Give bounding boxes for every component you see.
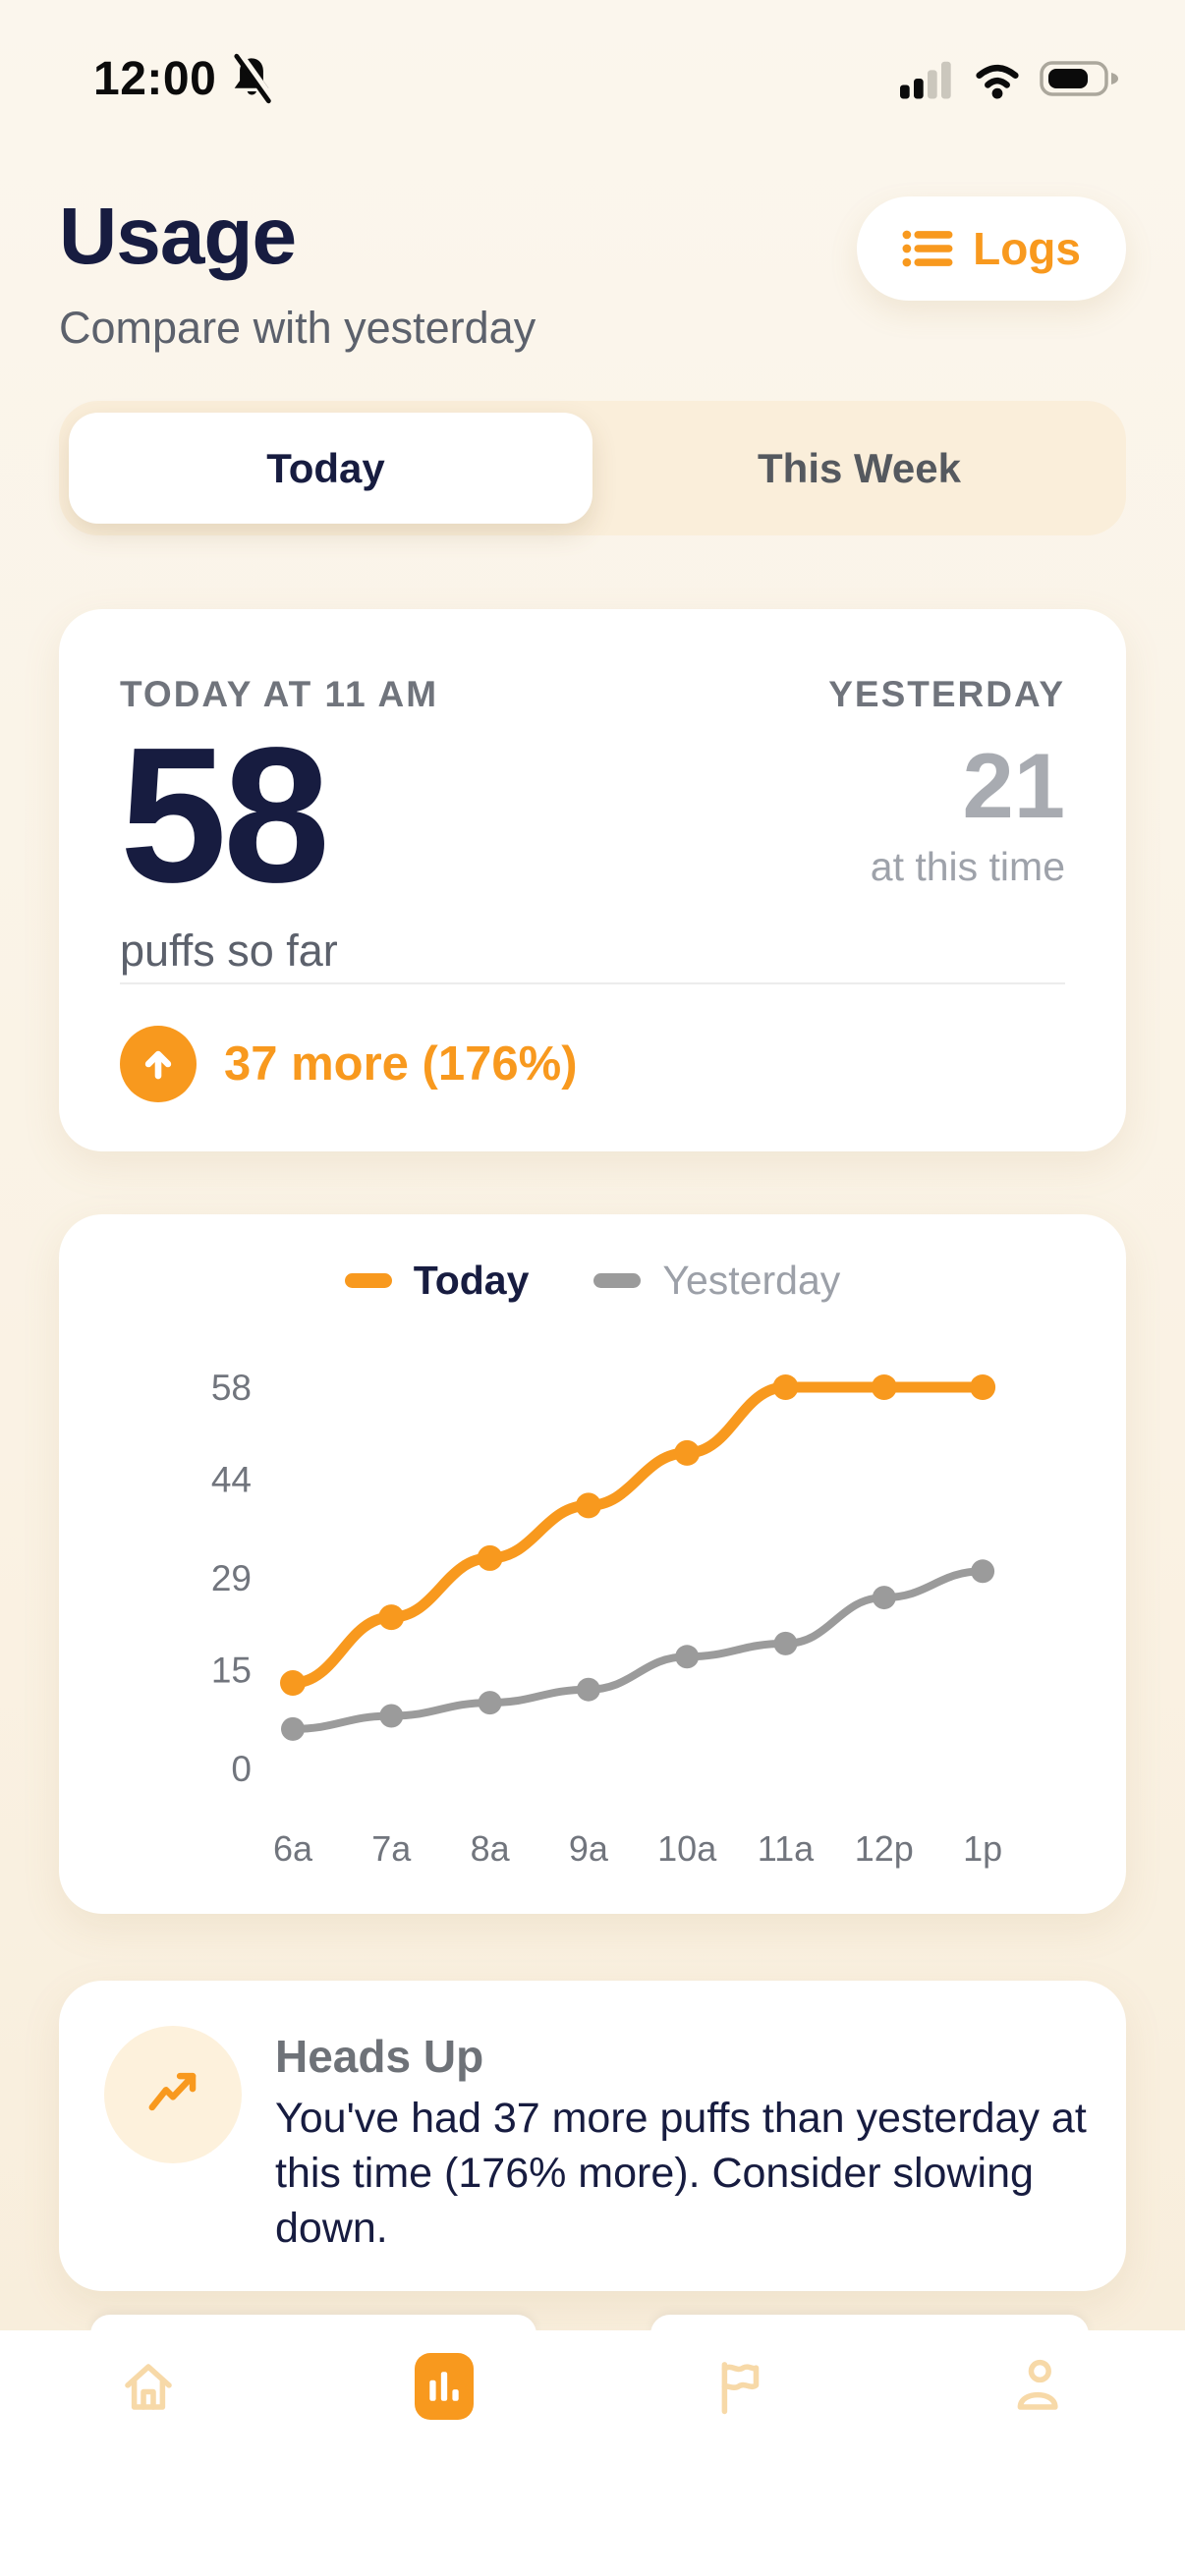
delta-text: 37 more (176%) (224, 1037, 578, 1091)
peek-card-left (90, 2315, 536, 2334)
today-puff-count: 58 (120, 707, 330, 923)
svg-text:7a: 7a (371, 1828, 412, 1869)
usage-chart-svg: 0 15 29 44 58 6a 7a 8a 9a 10a 11a 12p 1p (211, 1368, 1002, 1869)
yesterday-stat-caption: at this time (870, 843, 1065, 889)
svg-text:10a: 10a (657, 1828, 717, 1869)
active-tab-pill (69, 413, 592, 524)
svg-text:0: 0 (231, 1749, 252, 1789)
svg-text:6a: 6a (273, 1828, 313, 1869)
tab-this-week[interactable]: This Week (758, 444, 961, 491)
comparison-card: TODAY AT 11 AM 58 puffs so far YESTERDAY… (59, 609, 1126, 1151)
legend-dash (344, 1273, 392, 1288)
legend-dash (593, 1273, 642, 1288)
chart-card: Today Yesterday 0 15 29 44 58 6a 7a 8a 9a 10a 11a 12… (59, 1214, 1126, 1914)
today-stat: TODAY AT 11 AM 58 puffs so far (120, 674, 438, 977)
cellular-signal-icon (900, 61, 951, 99)
insight-icon-circle (104, 2026, 242, 2163)
notifications-off-icon (234, 53, 276, 104)
legend-item-yesterday: Yesterday (593, 1258, 840, 1304)
battery-icon (1040, 61, 1118, 96)
page-subtitle: Compare with yesterday (59, 303, 536, 353)
nav-item-home[interactable] (0, 2330, 297, 2576)
delta-circle (120, 1026, 197, 1102)
delta-row: 37 more (176%) (120, 1026, 578, 1102)
trending-up-icon (148, 2072, 197, 2111)
nav-active-indicator (415, 2353, 475, 2420)
person-icon (1017, 2359, 1058, 2410)
logs-button-label: Logs (973, 223, 1081, 274)
svg-text:11a: 11a (758, 1828, 815, 1869)
yesterday-stat: YESTERDAY 21 at this time (828, 674, 1065, 890)
legend-item-today: Today (344, 1258, 529, 1304)
bottom-nav (0, 2330, 1185, 2576)
insight-title: Heads Up (275, 2031, 484, 2082)
home-icon (124, 2364, 172, 2410)
status-right-icons (900, 55, 1130, 102)
insight-card: Heads Up You've had 37 more puffs than y… (59, 1981, 1126, 2291)
tab-today[interactable]: Today (266, 444, 385, 491)
svg-text:1p: 1p (963, 1828, 1002, 1869)
nav-item-profile[interactable] (889, 2330, 1185, 2576)
nav-item-goals[interactable] (592, 2330, 889, 2576)
yesterday-stat-label: YESTERDAY (828, 674, 1065, 714)
wifi-icon (976, 64, 1019, 99)
list-icon (902, 230, 953, 267)
status-time: 12:00 (93, 52, 277, 106)
nav-item-stats[interactable] (297, 2330, 593, 2576)
today-stat-label: TODAY AT 11 AM (120, 674, 439, 714)
svg-text:44: 44 (211, 1460, 252, 1500)
svg-text:8a: 8a (471, 1828, 511, 1869)
card-divider (120, 982, 1065, 984)
svg-text:15: 15 (211, 1651, 252, 1691)
status-bar: 12:00 (0, 47, 1185, 110)
logs-button[interactable]: Logs (857, 196, 1126, 301)
arrow-up-icon (144, 1050, 172, 1080)
page-title: Usage (59, 192, 297, 281)
yesterday-puff-count: 21 (962, 734, 1065, 837)
svg-text:58: 58 (211, 1368, 252, 1408)
svg-text:12p: 12p (855, 1828, 914, 1869)
peek-card-right (650, 2315, 1089, 2334)
period-tabs: Today This Week (59, 401, 1126, 535)
chart-legend: Today Yesterday (59, 1258, 1126, 1304)
header: Usage Compare with yesterday Logs (59, 196, 1126, 354)
insight-body: You've had 37 more puffs than yesterday … (275, 2095, 1087, 2252)
today-stat-caption: puffs so far (120, 925, 338, 977)
bar-chart-icon (429, 2372, 459, 2401)
svg-text:9a: 9a (569, 1828, 609, 1869)
clock-text: 12:00 (93, 52, 217, 105)
svg-text:29: 29 (211, 1558, 252, 1598)
flag-icon (721, 2362, 760, 2415)
